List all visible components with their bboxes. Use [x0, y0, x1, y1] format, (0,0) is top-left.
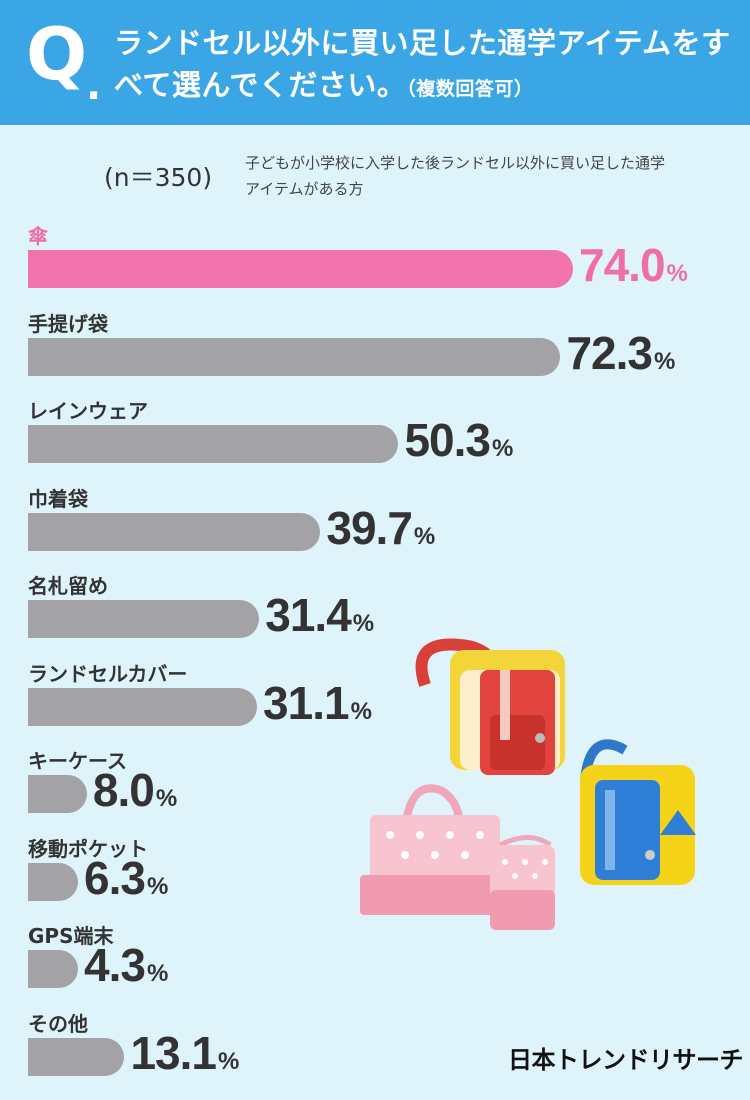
bar-value-unit: % [218, 1047, 240, 1075]
bar-value-number: 39.7 [326, 501, 413, 554]
bar-value-label: 4.3% [84, 938, 168, 992]
bar [28, 687, 258, 726]
bar [28, 775, 87, 813]
bar-value-unit: % [413, 522, 436, 550]
bar-label: その他 [28, 1011, 88, 1036]
bar-value-unit: % [491, 435, 514, 462]
bar-value-unit: % [352, 610, 375, 637]
bar-value-number: 50.3 [404, 414, 491, 466]
bar-value-unit: % [146, 872, 169, 900]
bar-value-label: 50.3% [404, 413, 513, 467]
bar-value-label: 31.4% [265, 588, 374, 642]
brand-logo: 日本トレンドリサーチ [508, 1046, 744, 1074]
bar-value-unit: % [155, 785, 178, 812]
bar-label: 移動ポケット [28, 836, 148, 861]
blue-randoseru-icon [580, 739, 696, 885]
bar-value-number: 4.3 [84, 939, 146, 991]
bar [28, 600, 260, 638]
sample-size: (n＝350) [104, 163, 213, 192]
bar-label: 名札留め [28, 574, 108, 598]
bar [28, 862, 78, 901]
bar-value-number: 31.4 [265, 589, 352, 641]
bar-value-number: 31.1 [263, 676, 350, 729]
question-note: （複数回答可） [406, 78, 534, 100]
bar-value-label: 74.0% [579, 238, 688, 292]
bar-value-label: 8.0% [93, 763, 177, 817]
bar-label: 巾着袋 [28, 486, 88, 511]
question-text: ランドセル以外に買い足した通学アイテムをすべて選んでください。（複数回答可） [114, 22, 734, 110]
bar-value-label: 31.1% [263, 676, 372, 730]
bar-value-unit: % [350, 697, 372, 725]
bar-value-number: 72.3 [566, 326, 653, 379]
bar-value-label: 39.7% [326, 501, 435, 555]
question-q-dot: . [86, 63, 102, 109]
bar [28, 425, 399, 463]
tote-bag-icon [360, 784, 510, 915]
sample-description: 子どもが小学校に入学した後ランドセル以外に買い足した通学アイテムがある方 [245, 154, 666, 198]
bar-label: GPS端末 [28, 924, 114, 948]
bar-label: ランドセルカバー [28, 661, 188, 686]
bar-label: 手提げ袋 [28, 311, 108, 336]
bar [28, 1037, 125, 1076]
bar-value-number: 8.0 [92, 764, 155, 816]
bar [28, 337, 561, 376]
red-randoseru-icon [415, 638, 565, 775]
bar-value-unit: % [654, 347, 676, 375]
school-bags-illustration [360, 638, 696, 930]
bar-value-label: 13.1% [130, 1026, 239, 1080]
bar-label: キーケース [28, 749, 127, 773]
bar [28, 512, 321, 551]
bar-value-label: 6.3% [84, 851, 168, 905]
question-header: Q . ランドセル以外に買い足した通学アイテムをすべて選んでください。（複数回答… [0, 0, 750, 125]
bar-value-unit: % [666, 260, 688, 287]
bar [28, 250, 573, 288]
bar-value-label: 72.3% [566, 326, 675, 380]
bar [28, 950, 78, 988]
bar-value-unit: % [146, 960, 169, 987]
bar-label: 傘 [28, 224, 48, 248]
question-q-letter: Q [26, 12, 88, 96]
bar-value-number: 6.3 [84, 851, 146, 904]
bar-label: レインウェア [28, 399, 148, 423]
bar-value-number: 13.1 [130, 1026, 217, 1079]
question-main: ランドセル以外に買い足した通学アイテムをすべて選んでください。 [114, 26, 731, 102]
bar-value-number: 74.0 [579, 239, 666, 291]
drawstring-bag-icon [490, 835, 555, 930]
